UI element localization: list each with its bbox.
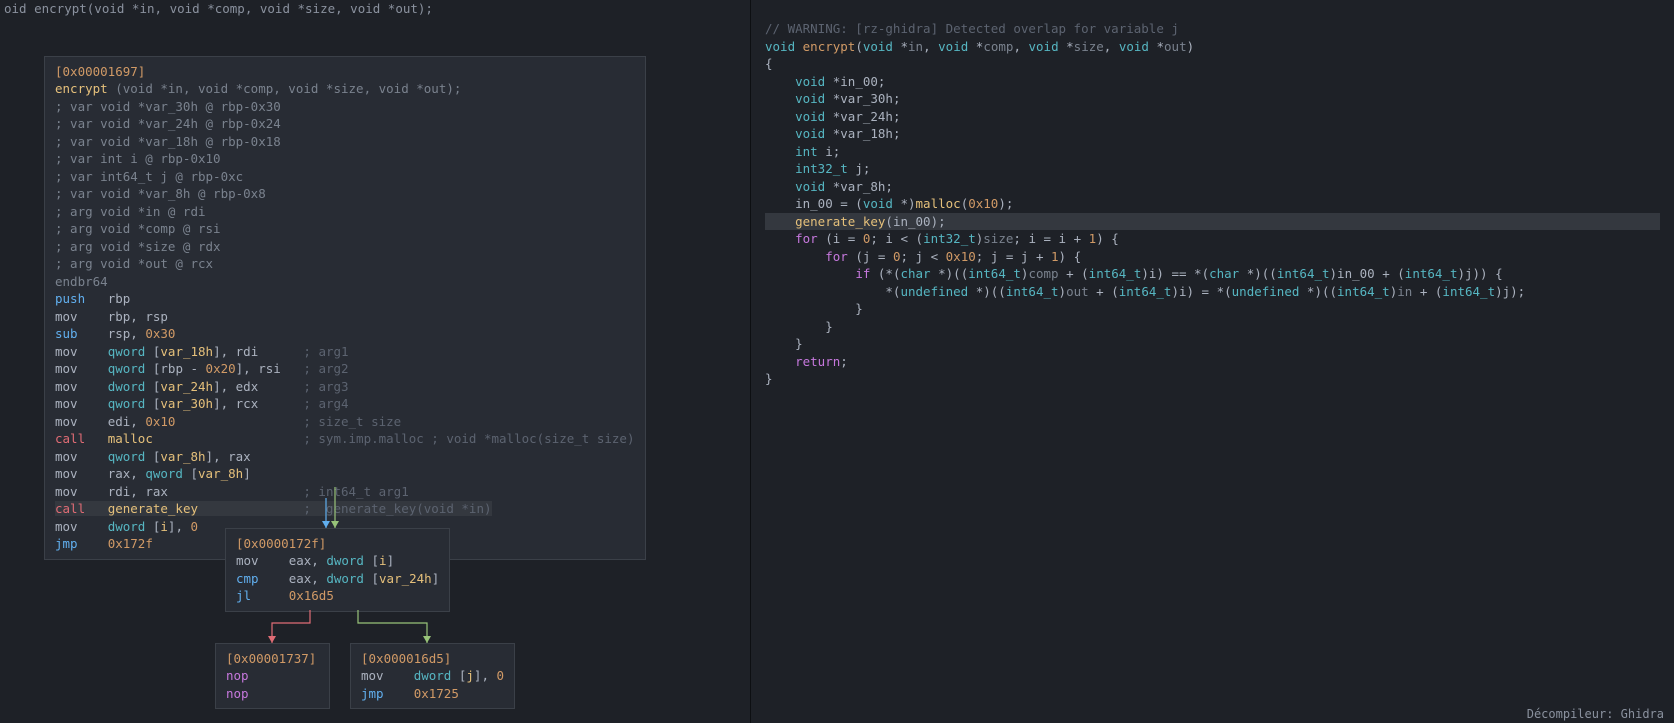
asm-instruction[interactable]: jl 0x16d5 — [236, 587, 439, 605]
node-address: [0x00001737] — [226, 650, 319, 668]
decomp-line[interactable]: { — [765, 55, 1660, 73]
decomp-local[interactable]: void *var_24h; — [765, 108, 1660, 126]
var-comment: ; var void *var_18h @ rbp-0x18 — [55, 133, 635, 151]
decompiler-statusbar: Décompileur: Ghidra — [1527, 706, 1664, 723]
asm-instruction[interactable]: mov rbp, rsp — [55, 308, 635, 326]
asm-instruction[interactable]: mov eax, dword [i] — [236, 552, 439, 570]
var-comment: ; var int64_t j @ rbp-0xc — [55, 168, 635, 186]
graph-canvas[interactable]: [0x00001697]encrypt (void *in, void *com… — [0, 18, 750, 723]
var-comment: ; arg void *out @ rcx — [55, 255, 635, 273]
var-comment: ; var void *var_30h @ rbp-0x30 — [55, 98, 635, 116]
node-address: [0x00001697] — [55, 63, 635, 81]
asm-instruction[interactable]: mov edi, 0x10 ; size_t size — [55, 413, 635, 431]
graph-node-n2[interactable]: [0x0000172f]mov eax, dword [i]cmp eax, d… — [225, 528, 450, 612]
decompiler-output[interactable]: // WARNING: [rz-ghidra] Detected overlap… — [765, 20, 1660, 388]
asm-instruction[interactable]: mov qword [var_18h], rdi ; arg1 — [55, 343, 635, 361]
var-comment: ; arg void *size @ rdx — [55, 238, 635, 256]
node-signature: encrypt (void *in, void *comp, void *siz… — [55, 80, 635, 98]
asm-instruction[interactable]: sub rsp, 0x30 — [55, 325, 635, 343]
asm-instruction[interactable]: mov dword [j], 0 — [361, 667, 504, 685]
decomp-local[interactable]: void *var_30h; — [765, 90, 1660, 108]
asm-instruction[interactable]: mov rax, qword [var_8h] — [55, 465, 635, 483]
var-comment: ; var void *var_24h @ rbp-0x24 — [55, 115, 635, 133]
decomp-stmt[interactable]: if (*(char *)((int64_t)comp + (int64_t)i… — [765, 265, 1660, 283]
decomp-stmt[interactable]: } — [765, 335, 1660, 353]
asm-instruction[interactable]: mov qword [rbp - 0x20], rsi ; arg2 — [55, 360, 635, 378]
graph-node-n4[interactable]: [0x000016d5]mov dword [j], 0jmp 0x1725 — [350, 643, 515, 710]
disassembly-graph-panel[interactable]: oid encrypt(void *in, void *comp, void *… — [0, 0, 750, 723]
asm-instruction[interactable]: mov qword [var_8h], rax — [55, 448, 635, 466]
asm-instruction[interactable]: cmp eax, dword [var_24h] — [236, 570, 439, 588]
decomp-stmt[interactable]: } — [765, 318, 1660, 336]
asm-instruction[interactable]: nop — [226, 685, 319, 703]
decomp-stmt[interactable]: return; — [765, 353, 1660, 371]
asm-instruction[interactable]: call malloc ; sym.imp.malloc ; void *mal… — [55, 430, 635, 448]
asm-instruction[interactable]: push rbp — [55, 290, 635, 308]
decomp-stmt[interactable]: for (i = 0; i < (int32_t)size; i = i + 1… — [765, 230, 1660, 248]
decomp-stmt[interactable]: } — [765, 300, 1660, 318]
var-comment: ; arg void *in @ rdi — [55, 203, 635, 221]
decomp-warning[interactable]: // WARNING: [rz-ghidra] Detected overlap… — [765, 20, 1660, 38]
asm-instruction[interactable]: call generate_key ; generate_key(void *i… — [55, 500, 635, 518]
decomp-local[interactable]: void *var_8h; — [765, 178, 1660, 196]
asm-instruction[interactable]: mov dword [var_24h], edx ; arg3 — [55, 378, 635, 396]
asm-instruction[interactable]: mov qword [var_30h], rcx ; arg4 — [55, 395, 635, 413]
decomp-stmt[interactable]: generate_key(in_00); — [765, 213, 1660, 231]
var-comment: ; var int i @ rbp-0x10 — [55, 150, 635, 168]
function-signature-header: oid encrypt(void *in, void *comp, void *… — [0, 0, 750, 18]
decomp-stmt[interactable]: for (j = 0; j < 0x10; j = j + 1) { — [765, 248, 1660, 266]
decomp-local[interactable]: void *var_18h; — [765, 125, 1660, 143]
decomp-signature[interactable]: void encrypt(void *in, void *comp, void … — [765, 38, 1660, 56]
var-comment: ; var void *var_8h @ rbp-0x8 — [55, 185, 635, 203]
graph-node-n1[interactable]: [0x00001697]encrypt (void *in, void *com… — [44, 56, 646, 560]
asm-instruction[interactable]: jmp 0x1725 — [361, 685, 504, 703]
node-address: [0x000016d5] — [361, 650, 504, 668]
asm-instruction[interactable]: nop — [226, 667, 319, 685]
decomp-line[interactable]: } — [765, 370, 1660, 388]
endbr: endbr64 — [55, 273, 635, 291]
decomp-stmt[interactable]: in_00 = (void *)malloc(0x10); — [765, 195, 1660, 213]
decomp-local[interactable]: int i; — [765, 143, 1660, 161]
decomp-local[interactable]: int32_t j; — [765, 160, 1660, 178]
decomp-stmt[interactable]: *(undefined *)((int64_t)out + (int64_t)i… — [765, 283, 1660, 301]
var-comment: ; arg void *comp @ rsi — [55, 220, 635, 238]
decomp-local[interactable]: void *in_00; — [765, 73, 1660, 91]
graph-node-n3[interactable]: [0x00001737]nop nop — [215, 643, 330, 710]
decompiler-panel[interactable]: // WARNING: [rz-ghidra] Detected overlap… — [750, 0, 1674, 723]
node-address: [0x0000172f] — [236, 535, 439, 553]
asm-instruction[interactable]: mov rdi, rax ; int64_t arg1 — [55, 483, 635, 501]
